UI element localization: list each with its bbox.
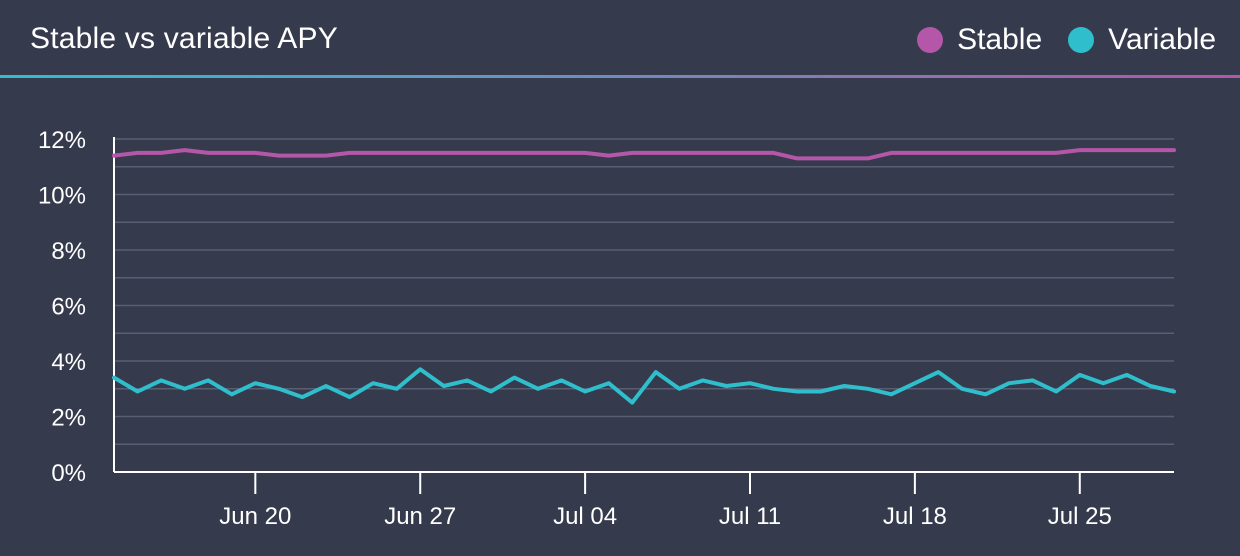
legend: Stable Variable [917,20,1216,60]
legend-label-stable: Stable [957,23,1043,56]
x-tick-label: Jul 18 [883,503,947,530]
y-tick-label: 12% [38,127,86,154]
legend-dot-variable [1068,27,1095,53]
y-tick-label: 6% [51,294,86,321]
x-tick-label: Jun 27 [384,503,456,530]
legend-label-variable: Variable [1108,23,1216,56]
legend-item-variable[interactable]: Variable [1068,23,1216,57]
x-tick-label: Jun 20 [219,503,291,530]
y-tick-label: 4% [51,349,86,376]
legend-item-stable[interactable]: Stable [917,23,1042,57]
y-tick-label: 2% [51,405,86,432]
y-tick-label: 8% [51,238,86,265]
y-tick-label: 0% [51,460,86,487]
series-line-stable [112,148,1176,161]
x-tick-label: Jul 11 [719,503,781,530]
series-line-variable [112,367,1176,405]
chart-title: Stable vs variable APY [30,22,338,55]
x-tick-label: Jul 04 [553,503,617,530]
chart-header: Stable vs variable APY Stable Variable [0,0,1240,78]
y-tick-label: 10% [38,183,86,210]
header-divider [0,75,1240,78]
legend-dot-stable [917,27,944,53]
x-tick-label: Jul 25 [1048,503,1112,530]
line-chart: 0% 2% 4% 6% 8% 10% 12% Jun 20 Jun 27 Jul 04 Jul 11… [38,127,1176,530]
